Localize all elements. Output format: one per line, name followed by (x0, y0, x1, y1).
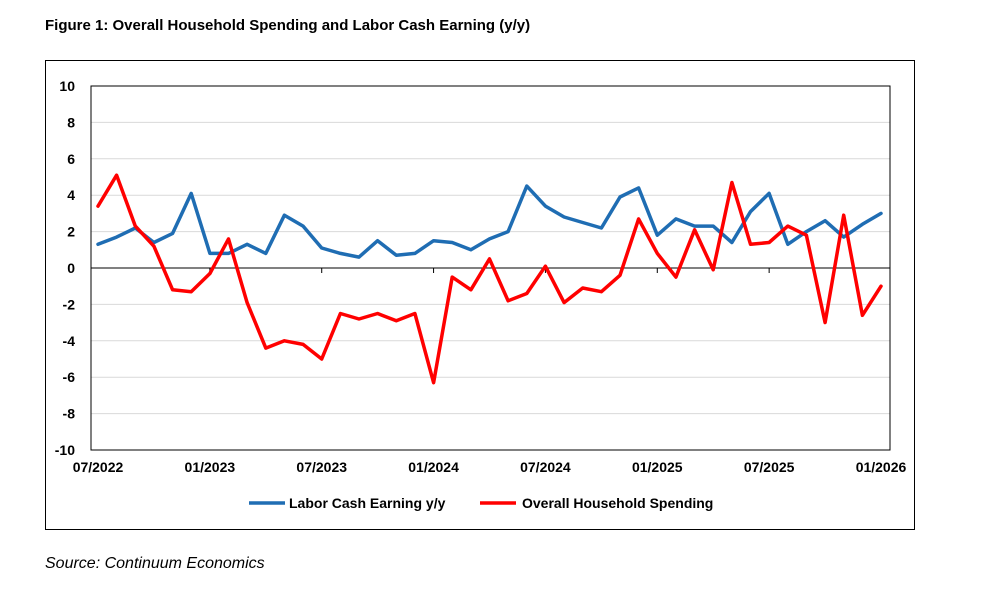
y-tick-label: -10 (55, 442, 75, 458)
x-tick-label: 07/2023 (296, 459, 347, 475)
source-note: Source: Continuum Economics (45, 555, 265, 572)
x-tick-label: 01/2023 (185, 459, 236, 475)
legend-label-household-spending: Overall Household Spending (522, 495, 713, 511)
y-tick-label: -4 (63, 333, 76, 349)
y-tick-label: 0 (67, 260, 75, 276)
figure-title: Figure 1: Overall Household Spending and… (45, 17, 531, 34)
series-line-labor-cash-earning (96, 184, 883, 259)
y-tick-label: -8 (63, 406, 76, 422)
y-tick-label: 4 (67, 187, 75, 203)
y-tick-label: 2 (67, 224, 75, 240)
y-tick-label: 10 (59, 78, 75, 94)
y-tick-label: 8 (67, 114, 75, 130)
chart-frame: -10 -8 -6 -4 -2 0 2 4 6 8 10 07/2022 01/2023 07/2023 0… (45, 60, 915, 530)
x-tick-label: 01/2026 (856, 459, 907, 475)
x-tick-label: 01/2024 (408, 459, 459, 475)
series-line-household-spending (96, 173, 883, 385)
x-tick-label: 07/2022 (73, 459, 124, 475)
y-tick-label: -2 (63, 296, 76, 312)
legend-label-labor-cash-earning: Labor Cash Earning y/y (289, 495, 446, 511)
y-tick-label: -6 (63, 369, 76, 385)
x-tick-label: 01/2025 (632, 459, 683, 475)
y-tick-label: 6 (67, 151, 75, 167)
line-chart: -10 -8 -6 -4 -2 0 2 4 6 8 10 07/2022 01/2023 07/2023 0… (55, 78, 907, 511)
x-tick-label: 07/2024 (520, 459, 571, 475)
x-tick-label: 07/2025 (744, 459, 795, 475)
